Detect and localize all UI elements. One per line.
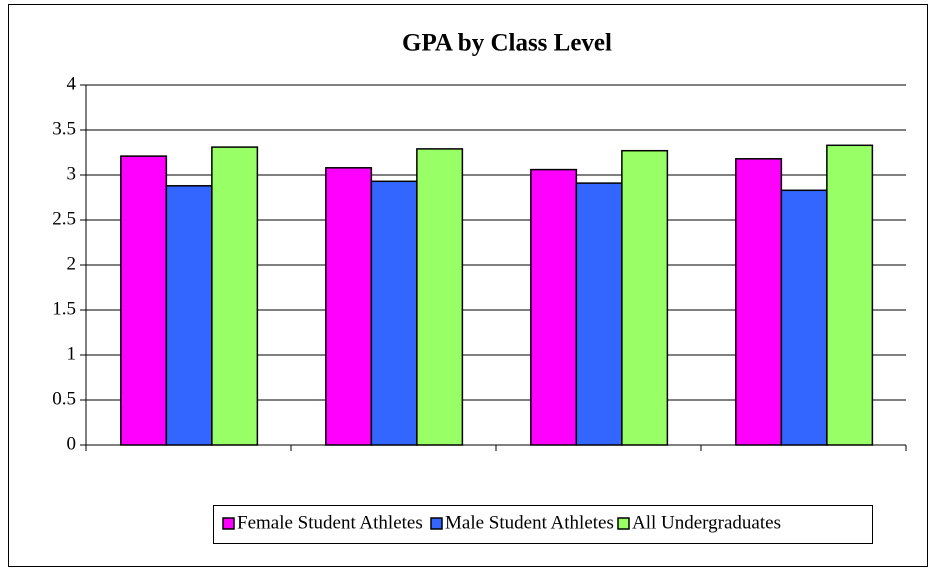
y-tick-label: 3: [67, 163, 77, 184]
legend-swatch: [430, 517, 443, 530]
y-tick-label: 1.5: [52, 298, 76, 319]
bar: [370, 180, 418, 446]
bar: [621, 149, 669, 446]
y-tick-label: 0: [67, 433, 77, 454]
legend-swatch: [222, 517, 235, 530]
chart-title: GPA by Class Level: [402, 30, 612, 57]
bar: [325, 167, 373, 446]
legend-label: Male Student Athletes: [445, 512, 614, 533]
bar: [575, 182, 623, 446]
y-tick-label: 0.5: [52, 388, 76, 409]
y-tick-label: 4: [67, 73, 77, 94]
y-tick-label: 1: [67, 343, 77, 364]
legend-swatch: [617, 517, 630, 530]
y-tick-label: 2.5: [52, 208, 76, 229]
bar: [530, 168, 578, 446]
legend-label: All Undergraduates: [632, 512, 781, 533]
bar: [165, 185, 213, 446]
bar: [211, 146, 259, 446]
bar: [120, 155, 168, 446]
bar: [416, 148, 464, 446]
legend-label: Female Student Athletes: [237, 512, 423, 533]
legend-box: [213, 505, 873, 544]
bar: [826, 144, 874, 446]
y-tick-label: 2: [67, 253, 77, 274]
y-tick-label: 3.5: [52, 118, 76, 139]
bar: [780, 189, 828, 446]
bar: [735, 158, 783, 446]
